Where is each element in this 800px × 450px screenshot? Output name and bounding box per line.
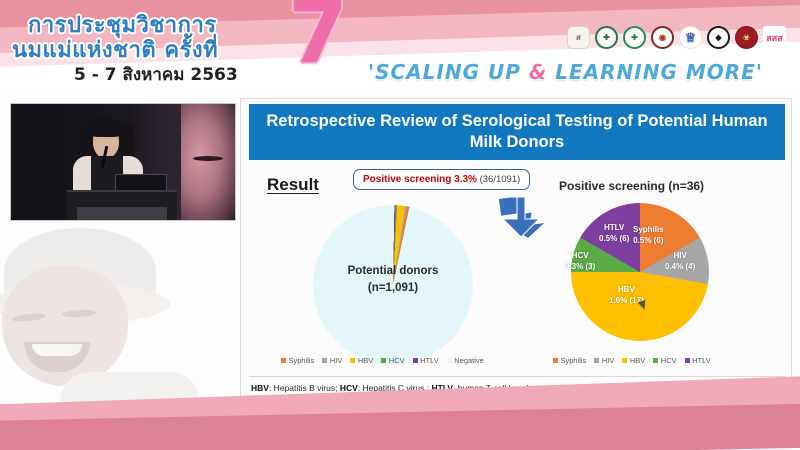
- slide-panel: Retrospective Review of Serological Test…: [240, 98, 792, 406]
- potential-donors-subtitle: (n=1,091): [367, 281, 419, 294]
- legend-swatch-hbv-icon: [622, 358, 628, 363]
- legend-swatch-negative-icon: [446, 358, 452, 363]
- legend-label: HTLV: [692, 356, 711, 365]
- legend-item-hcv[interactable]: HCV: [653, 356, 677, 365]
- legend-swatch-htlv-icon: [412, 358, 418, 363]
- legend-item-syphilis[interactable]: Syphilis: [281, 356, 314, 365]
- potential-donors-chart: Potential donors (n=1,091): [263, 199, 523, 389]
- conference-thai-title-line2: นมแม่แห่งชาติ ครั้งที่: [12, 38, 219, 63]
- legend-label: HBV: [357, 356, 374, 365]
- legend-swatch-syphilis-icon: [281, 358, 286, 363]
- legend-swatch-htlv-icon: [684, 358, 690, 363]
- legend-label: Syphilis: [288, 356, 315, 365]
- legend-label: HIV: [601, 356, 615, 365]
- speaker-video-thumbnail[interactable]: [10, 103, 236, 221]
- tagline-ampersand: &: [528, 60, 548, 84]
- legend-label: HIV: [329, 356, 343, 365]
- legend-item-hiv[interactable]: HIV: [594, 356, 614, 365]
- legend-item-hiv[interactable]: HIV: [322, 356, 342, 365]
- baby-photo-watermark: [0, 222, 240, 422]
- legend-item-hbv[interactable]: HBV: [622, 356, 645, 365]
- logo-thai-foundation-icon: ส: [567, 26, 590, 49]
- slice-label-syphilis-name: Syphilis: [633, 225, 664, 234]
- slide-title: Retrospective Review of Serological Test…: [249, 104, 785, 160]
- slice-label-hiv-name: HIV: [673, 251, 687, 260]
- legend-item-negative[interactable]: Negative: [446, 356, 484, 365]
- positive-screening-callout: Positive screening 3.3% (36/1091): [353, 169, 531, 190]
- legend-item-hcv[interactable]: HCV: [381, 356, 405, 365]
- conference-thai-title-line1: การประชุมวิชาการ: [28, 13, 217, 38]
- legend-swatch-hiv-icon: [594, 358, 600, 363]
- legend-item-syphilis[interactable]: Syphilis: [553, 356, 586, 365]
- callout-highlight: Positive screening 3.3%: [363, 174, 477, 185]
- conference-tagline: 'SCALING UP & LEARNING MORE': [368, 60, 763, 84]
- legend-item-htlv[interactable]: HTLV: [684, 356, 711, 365]
- logo-royal-crest-gold-icon: ♕: [679, 26, 702, 49]
- legend-label: HTLV: [420, 356, 439, 365]
- slice-label-hcv-value: 0.3% (3): [565, 261, 596, 271]
- legend-swatch-hbv-icon: [350, 358, 356, 363]
- conference-edition-number: 7: [288, 0, 348, 83]
- legend-positive-screening: Syphilis HIV HBV HCV HTLV: [553, 356, 711, 365]
- sponsor-logo-row: ส ✚ ✚ ◉ ♕ ◆ ☣ สสส: [567, 26, 786, 49]
- footnote-divider: [249, 376, 785, 377]
- legend-label: HCV: [388, 356, 405, 365]
- potential-donors-center-label: Potential donors (n=1,091): [313, 263, 473, 296]
- legend-label: Syphilis: [560, 356, 587, 365]
- slice-label-hcv-name: HCV: [571, 251, 589, 260]
- legend-label: Negative: [454, 356, 484, 365]
- legend-swatch-hcv-icon: [653, 358, 659, 363]
- slice-label-hbv: HBV 1.6% (17): [609, 285, 644, 307]
- tagline-part1: 'SCALING UP: [368, 60, 529, 84]
- slice-label-syphilis-value: 0.5% (6): [633, 235, 664, 245]
- logo-red-crest-icon: ☣: [735, 26, 758, 49]
- slice-label-hiv-value: 0.4% (4): [665, 261, 696, 271]
- logo-royal-emblem-red-icon: ◉: [651, 26, 674, 49]
- speaker-hair-top: [87, 117, 125, 137]
- blue-down-right-arrow: [499, 195, 548, 240]
- logo-black-seal-icon: ◆: [707, 26, 730, 49]
- legend-label: HCV: [660, 356, 677, 365]
- legend-swatch-hcv-icon: [381, 358, 387, 363]
- legend-label: HBV: [629, 356, 646, 365]
- slice-label-hiv: HIV 0.4% (4): [665, 251, 695, 273]
- callout-fraction: (36/1091): [479, 174, 521, 185]
- legend-item-hbv[interactable]: HBV: [350, 356, 373, 365]
- slice-label-htlv: HTLV 0.5% (6): [599, 223, 629, 245]
- legend-swatch-hiv-icon: [322, 358, 328, 363]
- video-infant-overlay: [181, 104, 235, 220]
- result-heading: Result: [267, 175, 319, 194]
- legend-potential-donors: Syphilis HIV HBV HCV HTLV Negative: [281, 356, 484, 365]
- conference-header-banner: การประชุมวิชาการ นมแม่แห่งชาติ ครั้งที่ …: [0, 0, 800, 95]
- positive-screening-pie: [571, 203, 709, 341]
- slice-label-syphilis: Syphilis 0.5% (6): [633, 225, 664, 247]
- slice-label-htlv-name: HTLV: [603, 223, 625, 232]
- slice-label-hbv-value: 1.6% (17): [609, 295, 644, 305]
- slice-label-hbv-name: HBV: [617, 285, 635, 294]
- tagline-part2: LEARNING MORE': [547, 60, 763, 84]
- legend-item-htlv[interactable]: HTLV: [412, 356, 439, 365]
- slice-label-htlv-value: 0.5% (6): [599, 233, 630, 243]
- potential-donors-pie: [313, 205, 473, 365]
- potential-donors-title: Potential donors: [347, 265, 439, 277]
- conference-date: 5 - 7 สิงหาคม 2563: [74, 65, 238, 85]
- slice-label-hcv: HCV 0.3% (3): [565, 251, 595, 273]
- podium-base: [77, 207, 167, 220]
- logo-thaihealth-sss-icon: สสส: [763, 26, 786, 49]
- video-infant-eye: [193, 156, 223, 161]
- legend-swatch-syphilis-icon: [553, 358, 558, 363]
- logo-university-health-green-icon: ✚: [623, 26, 646, 49]
- logo-ministry-health-green-icon: ✚: [595, 26, 618, 49]
- positive-screening-chart-title: Positive screening (n=36): [559, 179, 705, 193]
